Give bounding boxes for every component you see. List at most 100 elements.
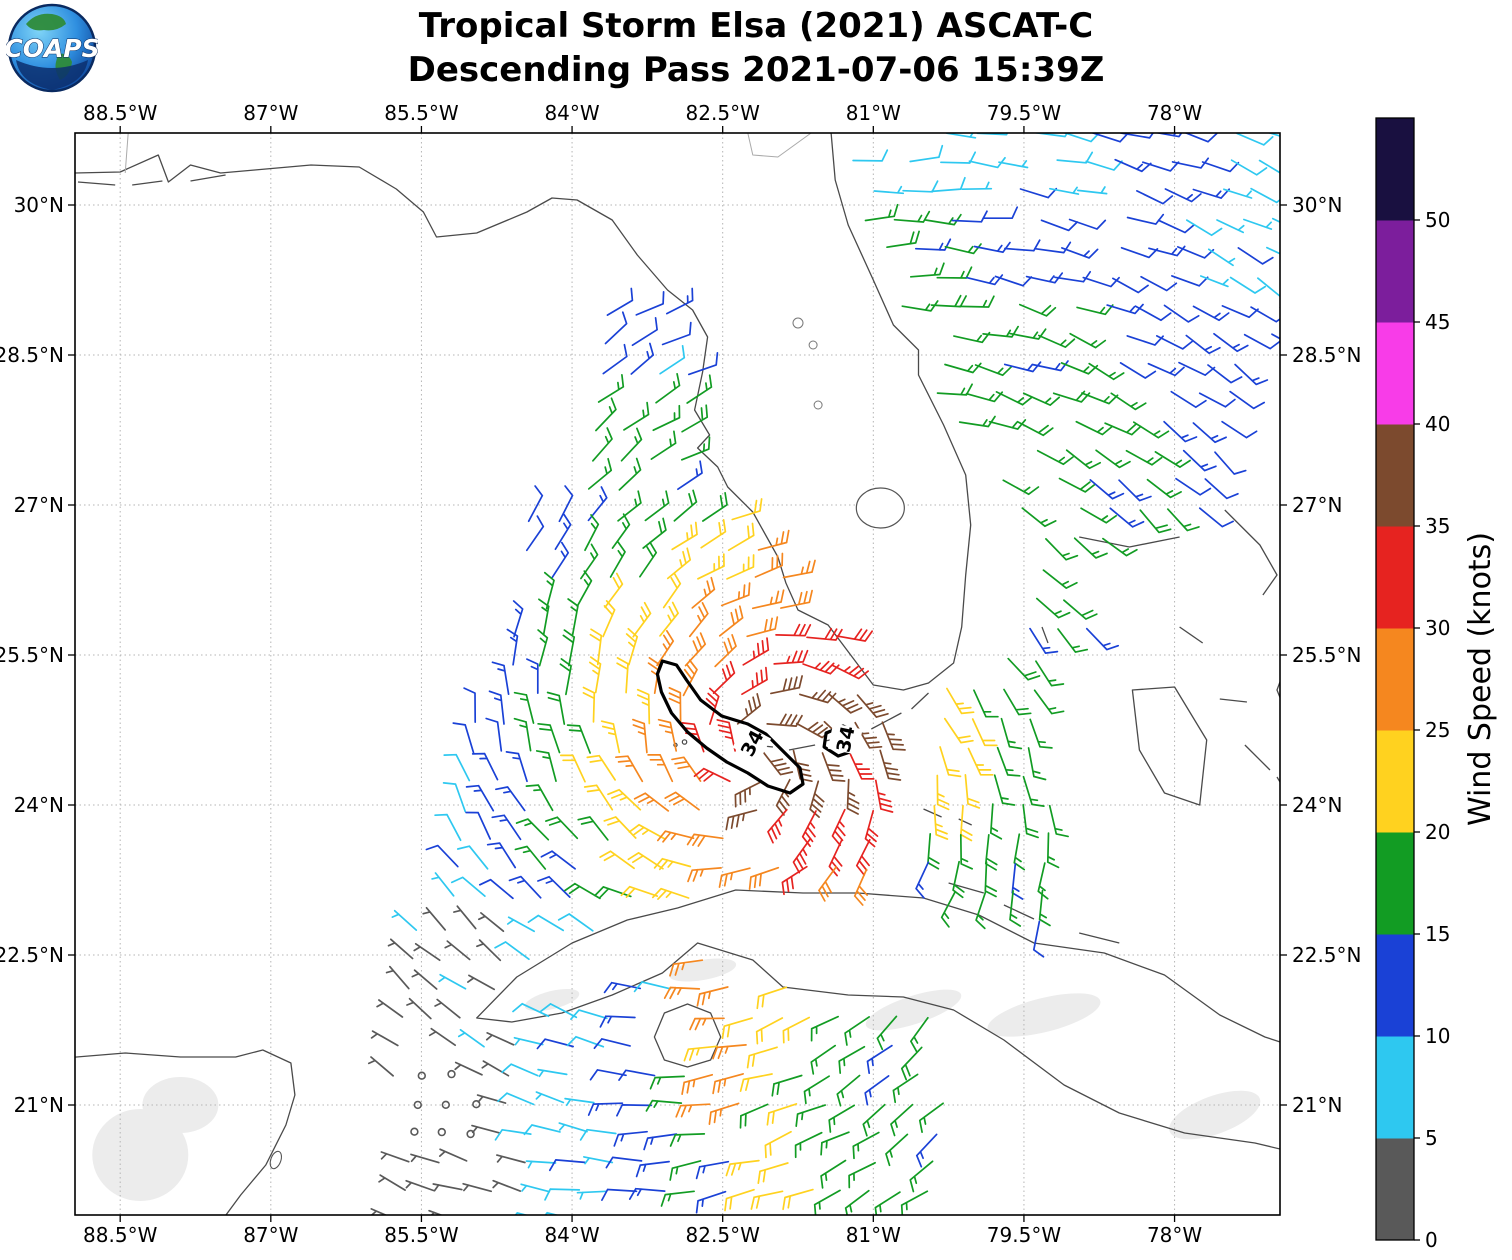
wind-barb bbox=[485, 1032, 515, 1046]
wind-barb bbox=[601, 1188, 638, 1201]
wind-barb bbox=[689, 1017, 725, 1031]
wind-barb bbox=[757, 529, 790, 551]
wind-barb bbox=[967, 747, 994, 776]
wind-barb bbox=[1229, 390, 1266, 410]
wind-barb bbox=[775, 778, 791, 816]
wind-barb bbox=[1279, 306, 1280, 309]
wind-barb bbox=[1076, 186, 1108, 195]
colorbar-frame bbox=[1375, 117, 1415, 1241]
wind-barb bbox=[444, 940, 471, 961]
wind-barb bbox=[910, 1016, 929, 1053]
wind-barb bbox=[943, 717, 974, 744]
wind-barb bbox=[527, 485, 544, 523]
colorbar-axis-label: Wind Speed (knots) bbox=[1463, 532, 1498, 826]
wind-barb bbox=[695, 1190, 727, 1214]
island-coastline bbox=[1276, 776, 1280, 784]
wind-barb bbox=[514, 845, 547, 870]
lat-tick-label: 24°N bbox=[14, 793, 64, 817]
wind-barb bbox=[982, 206, 1019, 220]
wind-barb bbox=[657, 718, 678, 752]
lat-tick-label: 30°N bbox=[14, 193, 64, 217]
wind-barb bbox=[576, 570, 593, 608]
wind-barb bbox=[675, 1103, 711, 1118]
wind-barb bbox=[438, 1148, 468, 1162]
wind-barb bbox=[535, 1091, 565, 1104]
wind-barb bbox=[984, 861, 998, 898]
wind-barb bbox=[380, 1151, 410, 1163]
wind-barb bbox=[660, 1190, 695, 1207]
island-coastline bbox=[1224, 509, 1278, 596]
wind-barb bbox=[1000, 717, 1023, 750]
wind-barb bbox=[1048, 804, 1069, 838]
wind-barb bbox=[881, 721, 906, 751]
island-coastline bbox=[132, 180, 163, 186]
colorbar-segment bbox=[1376, 220, 1414, 323]
wind-barb bbox=[924, 213, 962, 226]
wind-barb bbox=[378, 1174, 406, 1191]
wind-barb bbox=[1164, 188, 1202, 203]
wind-barb bbox=[1021, 507, 1057, 528]
wind-barb bbox=[813, 1189, 841, 1215]
wind-barb bbox=[527, 914, 565, 932]
wind-barb bbox=[508, 875, 542, 899]
wind-barb bbox=[629, 1220, 662, 1234]
wind-barb bbox=[939, 746, 962, 778]
wind-barb bbox=[465, 784, 495, 812]
wind-barb bbox=[1266, 246, 1280, 255]
wind-barb bbox=[1102, 537, 1138, 557]
lat-tick-label: 22.5°N bbox=[1292, 943, 1362, 967]
wind-barb bbox=[649, 1075, 685, 1090]
wind-barb bbox=[1003, 688, 1032, 716]
logo-text: COAPS bbox=[6, 34, 98, 63]
wind-barb bbox=[866, 1044, 893, 1075]
small-lake bbox=[792, 317, 804, 329]
colorbar-segment bbox=[1376, 322, 1414, 425]
wind-barb bbox=[874, 779, 894, 813]
island-coastline bbox=[788, 744, 816, 751]
wind-barb bbox=[544, 1188, 581, 1201]
wind-barb bbox=[506, 628, 519, 666]
wind-barb bbox=[959, 834, 974, 870]
wind-barb bbox=[1234, 363, 1269, 386]
wind-barb bbox=[669, 959, 704, 977]
wind-barb bbox=[428, 1027, 457, 1047]
wind-barb bbox=[582, 686, 596, 723]
wind-barb bbox=[771, 1074, 803, 1097]
wind-barb bbox=[602, 343, 628, 375]
wind-barb bbox=[525, 784, 554, 812]
wind-barb bbox=[1163, 304, 1200, 323]
wind-barb bbox=[852, 1131, 880, 1160]
wind-barb bbox=[874, 1191, 901, 1215]
wind-barb bbox=[831, 808, 846, 847]
lon-tick-label: 87°W bbox=[243, 1223, 298, 1247]
wind-barb bbox=[668, 686, 682, 723]
wind-barb bbox=[584, 514, 600, 552]
wind-barb bbox=[603, 981, 642, 994]
wind-barb bbox=[1076, 304, 1114, 316]
wind-barb bbox=[807, 1221, 837, 1241]
lat-tick-label: 27°N bbox=[1292, 493, 1342, 517]
wind-barb bbox=[471, 752, 499, 781]
wind-barb bbox=[1192, 305, 1230, 322]
wind-barb bbox=[683, 1045, 719, 1062]
wind-barb bbox=[543, 571, 555, 610]
wind-barb bbox=[1036, 449, 1074, 466]
wind-barb bbox=[639, 541, 658, 578]
calm-wind-marker bbox=[447, 1069, 456, 1079]
wind-barb bbox=[864, 809, 879, 848]
lon-tick-label: 84°W bbox=[544, 1223, 599, 1247]
wind-barb bbox=[1007, 657, 1041, 681]
wind-barb bbox=[632, 601, 652, 638]
lat-tick-label: 21°N bbox=[14, 1093, 64, 1117]
wind-barb bbox=[960, 804, 973, 842]
wind-barb bbox=[476, 939, 502, 962]
wind-barb bbox=[567, 598, 579, 636]
wind-barb bbox=[1035, 133, 1069, 138]
wind-barb bbox=[589, 1069, 627, 1081]
wind-barb bbox=[1207, 248, 1236, 267]
wind-barb bbox=[1063, 599, 1098, 620]
wind-barb bbox=[1229, 276, 1267, 294]
wind-barb bbox=[385, 965, 410, 990]
wind-barb bbox=[665, 287, 694, 315]
wind-barb bbox=[651, 887, 690, 900]
